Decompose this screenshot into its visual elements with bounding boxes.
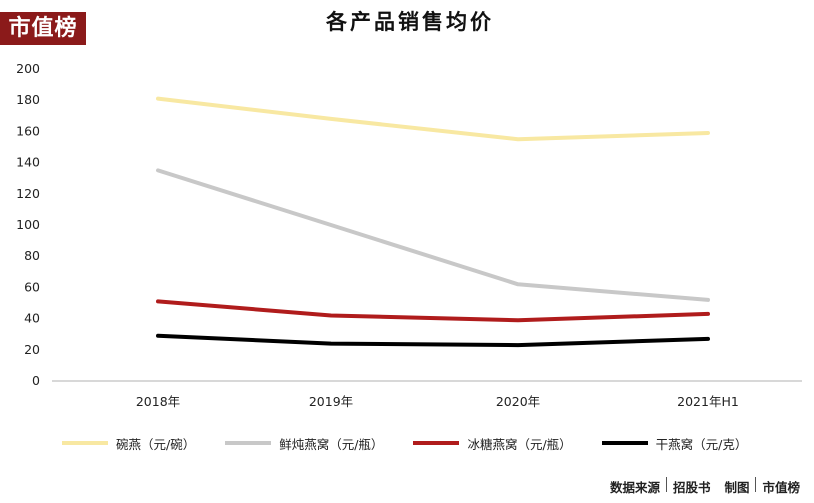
series-line-3 [156,333,710,348]
chart-title: 各产品销售均价 [326,10,494,34]
legend: 碗燕（元/碗） 鲜炖燕窝（元/瓶） 冰糖燕窝（元/瓶） 干燕窝（元/克） [62,432,802,454]
source-credit: 数据来源 招股书 制图 市值榜 [610,477,800,496]
legend-swatch [601,441,648,445]
x-tick-label: 2020年 [496,394,540,409]
legend-label: 鲜炖燕窝（元/瓶） [279,436,384,452]
y-tick-label: 20 [24,342,40,357]
series-line-2 [156,299,710,323]
y-tick-label: 140 [16,155,40,170]
source-label: 数据来源 [609,480,660,495]
y-tick-label: 40 [24,311,40,326]
y-tick-label: 120 [16,186,40,201]
y-tick-label: 180 [16,92,40,107]
y-axis-ticks: 0 20 40 60 80 100 120 140 160 180 200 [16,61,40,388]
x-tick-label: 2019年 [309,394,353,409]
x-tick-label: 2018年 [136,394,180,409]
y-tick-label: 160 [16,123,40,138]
y-tick-label: 80 [24,248,40,263]
y-tick-label: 200 [16,61,40,76]
maker-name: 市值榜 [762,480,800,495]
y-tick-label: 100 [16,217,40,232]
legend-item: 碗燕（元/碗） [62,434,195,453]
separator [665,477,667,492]
legend-item: 鲜炖燕窝（元/瓶） [225,434,383,453]
y-tick-label: 60 [24,279,40,294]
maker-label: 制图 [724,480,750,495]
brand-logo: 市值榜 [0,12,86,45]
legend-swatch [413,441,460,445]
legend-label: 碗燕（元/碗） [116,436,196,452]
y-tick-label: 0 [32,373,40,388]
series-line-0 [156,96,710,142]
separator [755,477,757,492]
x-tick-label: 2021年H1 [677,394,739,409]
legend-item: 冰糖燕窝（元/瓶） [413,434,572,453]
series-lines [156,96,710,348]
legend-swatch [225,441,272,445]
legend-label: 干燕窝（元/克） [655,436,748,452]
series-line-1 [156,168,710,302]
x-axis-ticks: 2018年 2019年 2020年 2021年H1 [136,394,739,409]
source-name: 招股书 [672,480,711,495]
legend-item: 干燕窝（元/克） [601,434,748,453]
legend-label: 冰糖燕窝（元/瓶） [467,436,572,452]
legend-swatch [62,441,108,445]
